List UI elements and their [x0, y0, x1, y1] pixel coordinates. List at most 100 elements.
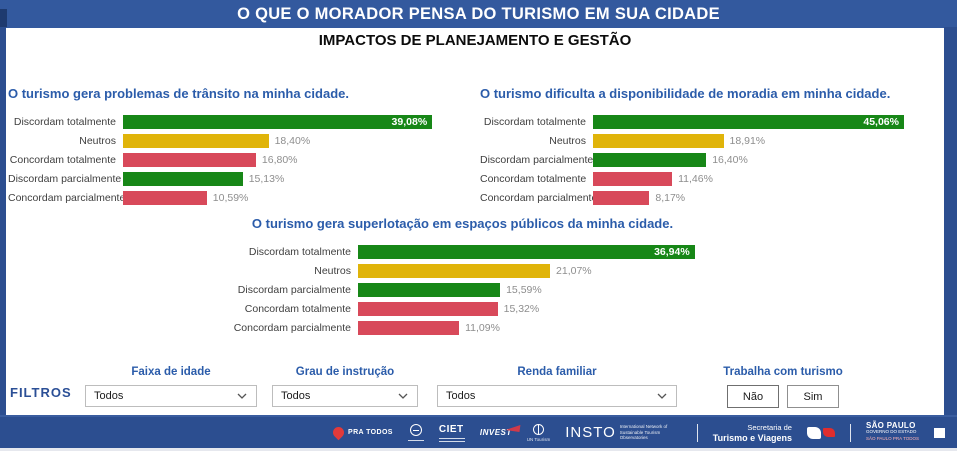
- value-label: 18,40%: [274, 135, 311, 147]
- category-label: Discordam parcialmente: [480, 154, 594, 166]
- value-label: 45,06%: [863, 116, 899, 128]
- ciet-logo: CIET: [438, 423, 465, 442]
- emblem-caption: [407, 438, 424, 441]
- sim-button[interactable]: Sim: [787, 385, 839, 408]
- chart-title: O turismo dificulta a disponibilidade de…: [480, 86, 891, 101]
- bar-track: 15,59%: [358, 283, 725, 297]
- chart-row: Neutros 18,91%: [480, 134, 932, 148]
- frame-notch: [0, 9, 7, 27]
- value-label: 8,17%: [655, 192, 686, 204]
- footer-divider: [849, 423, 851, 442]
- chart-row: Discordam parcialmente 15,13%: [8, 172, 460, 186]
- invest-label: INVEST: [479, 428, 512, 437]
- chart-row: Concordam totalmente 11,46%: [480, 172, 932, 186]
- bar-yellow[interactable]: [593, 134, 724, 148]
- bar-track: 18,91%: [593, 134, 932, 148]
- un-tourism-label: UN Tourism: [526, 436, 551, 442]
- category-label: Concordam parcialmente: [233, 322, 351, 334]
- sp-line3: SÃO PAULO PRA TODOS: [865, 435, 919, 441]
- chart-row: Concordam parcialmente 8,17%: [480, 191, 932, 205]
- bar-track: 16,40%: [593, 153, 932, 167]
- value-label: 11,09%: [465, 322, 500, 334]
- nao-button[interactable]: Não: [727, 385, 779, 408]
- chart-row: Concordam parcialmente 10,59%: [8, 191, 460, 205]
- bar-track: 18,40%: [123, 134, 460, 148]
- value-label: 16,40%: [712, 154, 748, 166]
- chevron-down-icon: [237, 393, 247, 399]
- filter-trabalha-com-turismo: Trabalha com turismo Não Sim: [703, 366, 863, 408]
- ciet-label: CIET: [438, 423, 464, 435]
- value-label: 16,80%: [261, 154, 298, 166]
- insto-subtitle: International Network of Sustainable Tou…: [619, 424, 668, 441]
- bar-red[interactable]: [123, 191, 207, 205]
- invest-logo: INVEST: [479, 423, 521, 437]
- frame-left-border: [0, 27, 6, 418]
- filter-label: Grau de instrução: [295, 366, 395, 378]
- dropdown-value: Todos: [281, 390, 311, 402]
- grau-de-instrucao-dropdown[interactable]: Todos: [272, 385, 418, 407]
- chart-row: Discordam totalmente 39,08%: [8, 115, 460, 129]
- ciet-caption: [438, 437, 465, 442]
- bar-track: 10,59%: [123, 191, 460, 205]
- chart-row: Discordam parcialmente 16,40%: [480, 153, 932, 167]
- pra-todos-logo: PRA TODOS: [330, 424, 393, 441]
- bar-red[interactable]: [593, 172, 673, 186]
- filter-label: Trabalha com turismo: [723, 366, 843, 378]
- category-label: Discordam totalmente: [248, 246, 351, 258]
- chart-row: Concordam parcialmente 11,09%: [200, 321, 725, 335]
- insto-logo: INSTO International Network of Sustainab…: [565, 424, 682, 441]
- pra-todos-label: PRA TODOS: [348, 429, 393, 436]
- chart-transito: O turismo gera problemas de trânsito na …: [8, 86, 460, 205]
- value-label: 15,32%: [503, 303, 540, 315]
- bottom-edge: [0, 448, 957, 451]
- chart-row: Concordam totalmente 16,80%: [8, 153, 460, 167]
- value-label: 18,91%: [729, 135, 766, 147]
- bar-yellow[interactable]: [123, 134, 269, 148]
- chart-moradia: O turismo dificulta a disponibilidade de…: [480, 86, 932, 205]
- chart-rows: Discordam totalmente 45,06% Neutros 18,91% D…: [480, 115, 932, 205]
- value-label: 10,59%: [212, 192, 249, 204]
- insto-label: INSTO: [565, 424, 616, 441]
- category-label: Concordam totalmente: [244, 303, 351, 315]
- footer-divider: [696, 423, 698, 442]
- page-title: O QUE O MORADOR PENSA DO TURISMO EM SUA …: [0, 0, 957, 28]
- chart-title: O turismo gera superlotação em espaços p…: [251, 216, 674, 231]
- category-label: Discordam parcialmente: [237, 284, 351, 296]
- bar-green[interactable]: [593, 153, 707, 167]
- chevron-down-icon: [657, 393, 667, 399]
- bar-green[interactable]: 36,94%: [358, 245, 695, 259]
- value-label: 39,08%: [391, 116, 428, 128]
- bar-track: 11,46%: [593, 172, 932, 186]
- bar-yellow[interactable]: [358, 264, 551, 278]
- chart-row: Discordam totalmente 45,06%: [480, 115, 932, 129]
- bar-track: 15,32%: [358, 302, 725, 316]
- bar-track: 45,06%: [593, 115, 932, 129]
- filter-faixa-de-idade: Faixa de idade Todos: [85, 366, 257, 407]
- bar-green[interactable]: [358, 283, 501, 297]
- bar-red[interactable]: [123, 153, 256, 167]
- bar-track: 36,94%: [358, 245, 725, 259]
- chart-rows: Discordam totalmente 39,08% Neutros 18,40% C…: [8, 115, 460, 205]
- category-label: Concordam totalmente: [9, 154, 116, 166]
- bar-green[interactable]: 45,06%: [593, 115, 904, 129]
- bar-red[interactable]: [358, 302, 498, 316]
- bar-green[interactable]: [123, 172, 243, 186]
- bar-red[interactable]: [358, 321, 460, 335]
- category-label: Neutros: [314, 265, 351, 277]
- value-label: 15,13%: [248, 173, 285, 185]
- section-subtitle: IMPACTOS DE PLANEJAMENTO E GESTÃO: [318, 32, 632, 49]
- category-label: Concordam parcialmente: [480, 192, 598, 204]
- renda-familiar-dropdown[interactable]: Todos: [437, 385, 677, 407]
- bar-green[interactable]: 39,08%: [123, 115, 433, 129]
- faixa-de-idade-dropdown[interactable]: Todos: [85, 385, 257, 407]
- bar-red[interactable]: [593, 191, 650, 205]
- chart-title: O turismo gera problemas de trânsito na …: [8, 86, 349, 101]
- chart-row: Neutros 18,40%: [8, 134, 460, 148]
- bar-track: 15,13%: [123, 172, 460, 186]
- sp-line1: SÃO PAULO: [865, 420, 916, 430]
- sp-mark-icon: [806, 426, 835, 439]
- chart-superlotacao: O turismo gera superlotação em espaços p…: [200, 216, 725, 335]
- value-label: 21,07%: [556, 265, 592, 277]
- category-label: Discordam totalmente: [13, 116, 116, 128]
